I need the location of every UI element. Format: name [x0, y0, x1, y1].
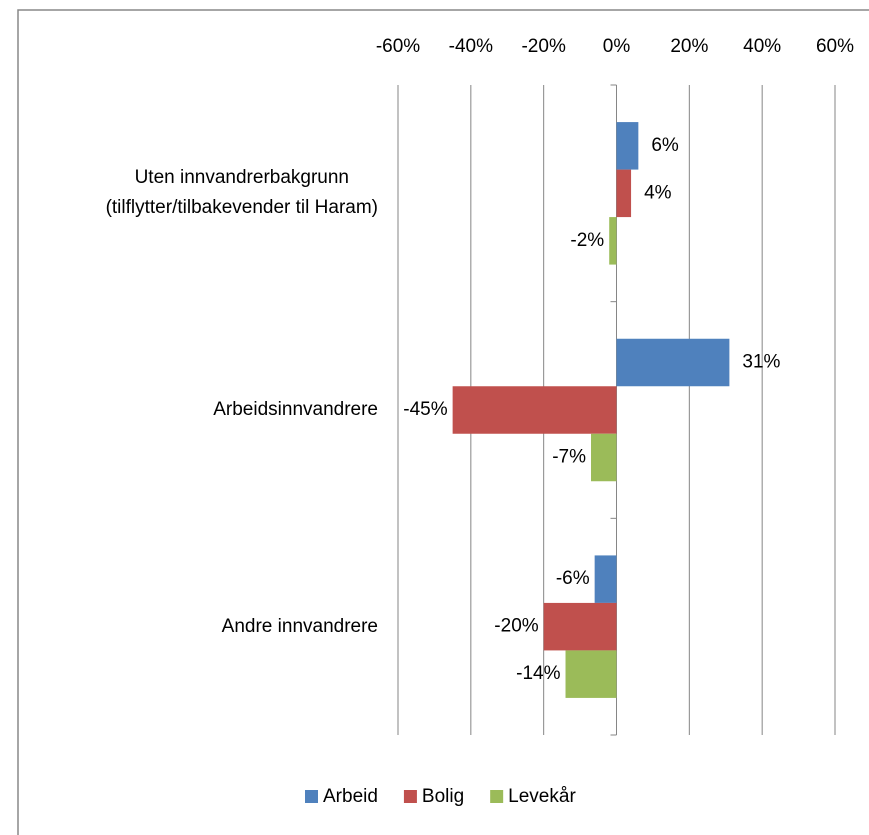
category-label: Andre innvandrere [221, 615, 378, 637]
data-label: 31% [742, 352, 780, 373]
bar [452, 386, 617, 434]
x-tick-label: 0% [603, 36, 631, 57]
x-tick-label: 40% [743, 36, 781, 57]
x-tick-label: 20% [670, 36, 708, 57]
bar [543, 602, 617, 651]
legend-swatch [490, 790, 504, 803]
legend-swatch [305, 790, 318, 803]
bar [594, 555, 617, 603]
bar [565, 650, 617, 698]
bar [616, 122, 639, 170]
bar [616, 338, 730, 387]
legend-label: Bolig [422, 786, 464, 807]
data-label: 6% [651, 135, 679, 156]
data-label: -45% [403, 399, 447, 420]
legend-label: Arbeid [323, 786, 378, 807]
data-label: -2% [570, 230, 604, 251]
data-label: 4% [644, 182, 672, 203]
data-label: -14% [516, 663, 560, 684]
category-label: Arbeidsinnvandrere [213, 399, 378, 420]
bar [616, 169, 632, 218]
data-label: -20% [494, 616, 538, 637]
legend-swatch [403, 790, 417, 803]
bar [591, 433, 617, 482]
chart-border [17, 9, 869, 835]
bar [609, 217, 617, 265]
data-label: -7% [552, 447, 586, 468]
category-label: Uten innvandrerbakgrunn (tilflytter/tilb… [105, 167, 378, 219]
x-tick-label: -60% [376, 36, 420, 57]
x-tick-label: -40% [449, 36, 493, 57]
data-label: -6% [556, 568, 590, 589]
x-tick-label: 60% [816, 36, 854, 57]
x-tick-label: -20% [521, 36, 565, 57]
legend-label: Levekår [508, 786, 576, 807]
